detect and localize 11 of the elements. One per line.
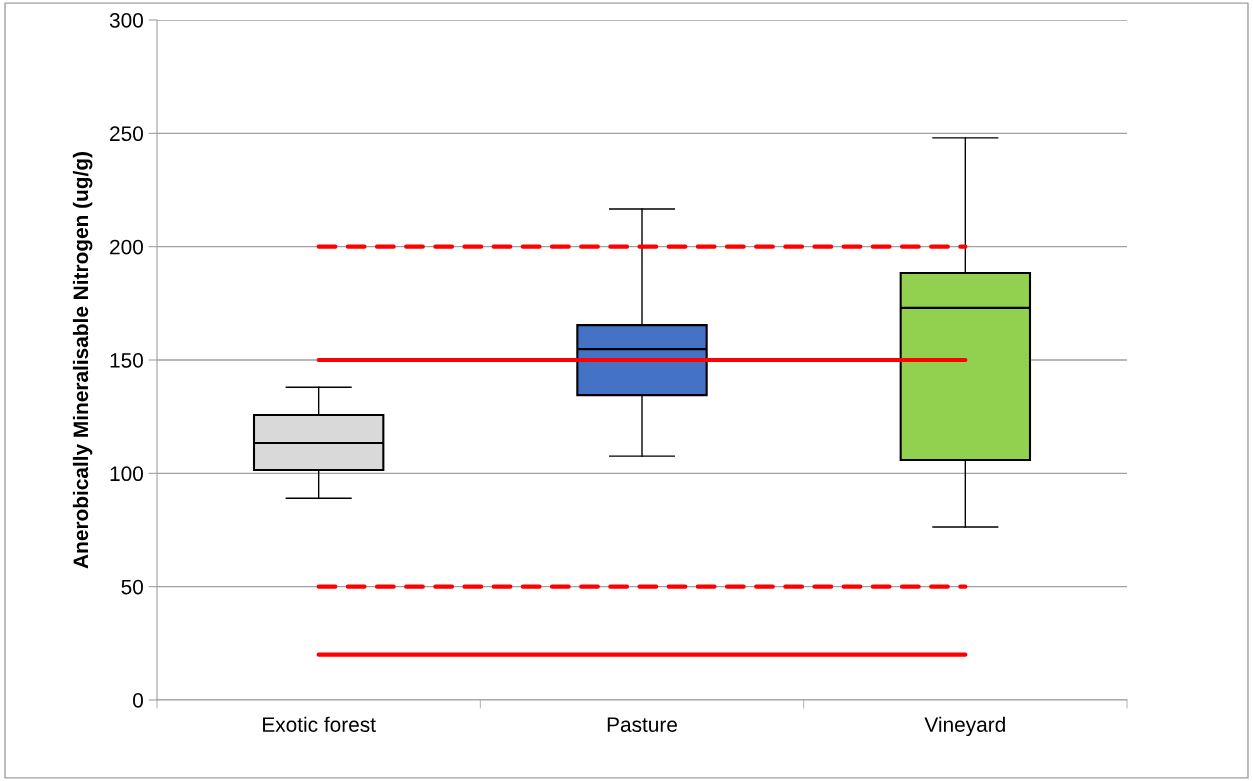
- y-tick-label: 0: [133, 693, 143, 708]
- y-tick-label: 200: [110, 239, 143, 255]
- y-tick-label: 100: [110, 466, 143, 482]
- y-tick-label: 50: [121, 579, 143, 595]
- y-axis-title: Anerobically Mineralisable Nitrogen (ug/g): [72, 152, 93, 569]
- y-tick-label: 300: [109, 13, 143, 28]
- x-tick-label: Pasture: [607, 717, 677, 732]
- x-tick-label: Exotic forest: [263, 716, 376, 732]
- x-tick-label: Vineyard: [924, 716, 1005, 737]
- y-tick-label: 250: [110, 126, 143, 142]
- y-tick-label: 150: [110, 353, 143, 368]
